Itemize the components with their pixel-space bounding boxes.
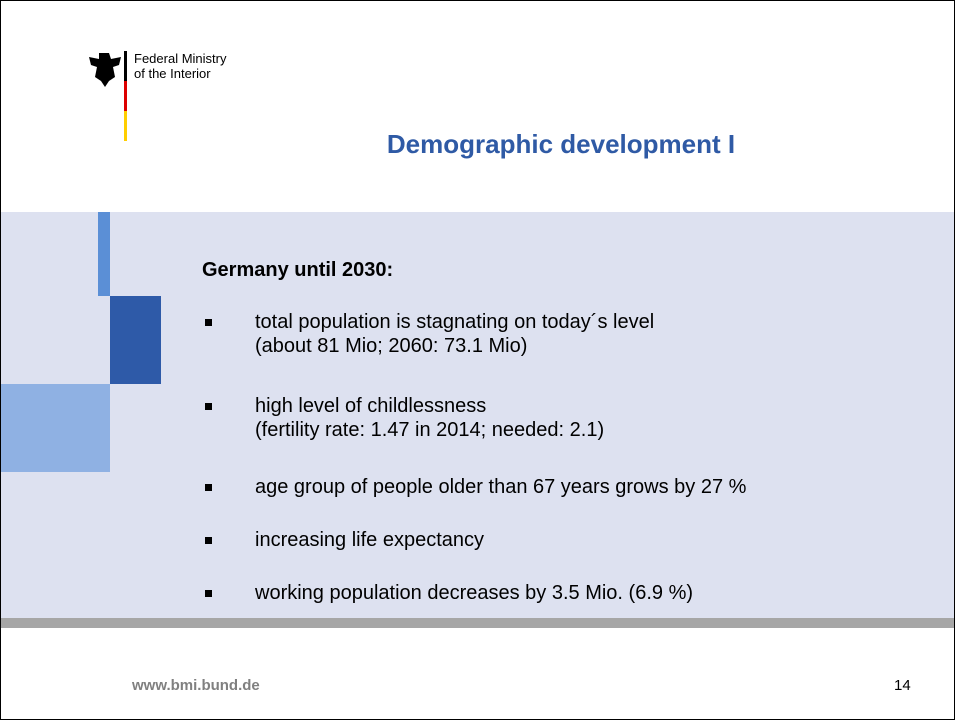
bullet-item: total population is stagnating on today´… xyxy=(205,310,654,358)
content-band xyxy=(1,212,954,618)
bullet-text: working population decreases by 3.5 Mio.… xyxy=(255,582,694,604)
bullet-text: total population is stagnating on today´… xyxy=(255,311,655,333)
bullet xyxy=(205,319,212,326)
bullet xyxy=(205,590,212,597)
ministry-name: Federal Ministry of the Interior xyxy=(134,51,226,81)
bullet-text: high level of childlessness xyxy=(255,395,487,417)
ministry-line: of the Interior xyxy=(134,66,211,81)
footer-bar xyxy=(1,618,954,628)
bullet xyxy=(205,537,212,544)
bullet-item: high level of childlessness (fertility ra… xyxy=(205,394,604,442)
logo xyxy=(89,51,127,141)
bullet-text: (about 81 Mio; 2060: 73.1 Mio) xyxy=(255,335,528,357)
slide-title: Demographic development I xyxy=(386,129,736,159)
subtitle: Germany until 2030: xyxy=(202,259,394,281)
bullet-text: age group of people older than 67 years … xyxy=(255,476,747,498)
bullet-item: working population decreases by 3.5 Mio.… xyxy=(205,581,693,605)
deco xyxy=(1,384,110,472)
bullet-item: increasing life expectancy xyxy=(205,528,484,552)
footer-url: www.bmi.bund.de xyxy=(132,677,260,694)
deco xyxy=(110,296,161,384)
bullet-text: (fertility rate: 1.47 in 2014; needed: 2… xyxy=(255,419,605,441)
bullet-text: increasing life expectancy xyxy=(255,529,485,551)
ministry-line: Federal Ministry xyxy=(134,51,227,66)
bullet xyxy=(205,403,212,410)
page-number: 14 xyxy=(894,677,911,694)
bullet xyxy=(205,484,212,491)
deco xyxy=(98,212,110,296)
bullet-item: age group of people older than 67 years … xyxy=(205,475,746,499)
